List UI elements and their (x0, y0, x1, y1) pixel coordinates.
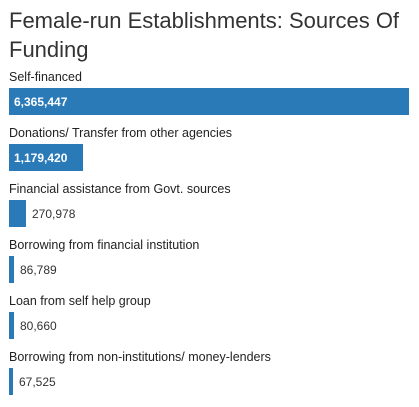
bar (9, 200, 26, 227)
category-label: Donations/ Transfer from other agencies (9, 126, 233, 140)
value-label: 86,789 (20, 263, 57, 277)
category-label: Self-financed (9, 70, 82, 84)
value-label: 80,660 (20, 319, 57, 333)
bar (9, 88, 409, 115)
category-label: Borrowing from non-institutions/ money-l… (9, 350, 271, 364)
value-label: 1,179,420 (14, 151, 68, 165)
category-label: Financial assistance from Govt. sources (9, 182, 231, 196)
category-label: Borrowing from financial institution (9, 238, 200, 252)
bar (9, 144, 83, 171)
bar (9, 256, 14, 283)
category-label: Loan from self help group (9, 294, 151, 308)
chart-title: Female-run Establishments: Sources Of Fu… (9, 8, 400, 62)
value-label: 270,978 (32, 207, 76, 221)
value-label: 6,365,447 (14, 95, 68, 109)
bar (9, 368, 13, 395)
value-label: 67,525 (19, 375, 56, 389)
bar (9, 312, 14, 339)
